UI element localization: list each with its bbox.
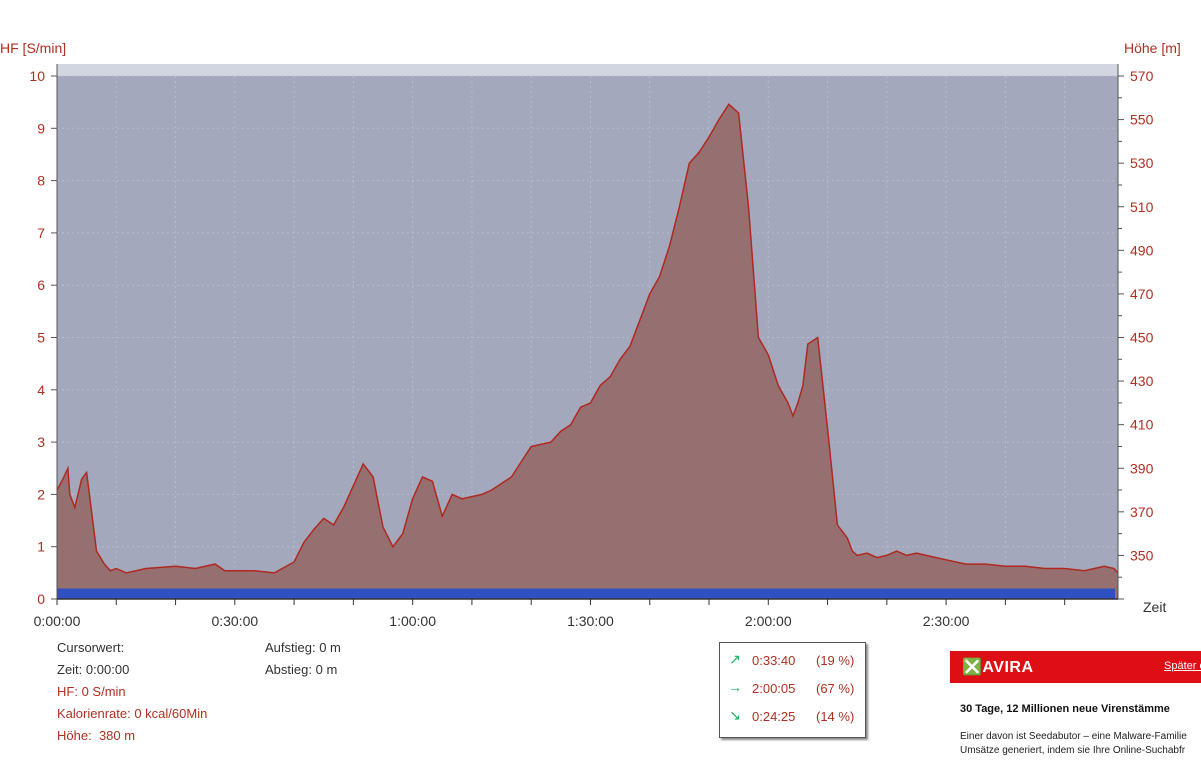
arrow-down-right-icon: ↘ — [729, 707, 741, 723]
x-tick-label: 1:00:00 — [389, 613, 436, 629]
altitude-line — [56, 103, 1119, 574]
left-tick-label: 7 — [37, 225, 45, 241]
right-tick-label: 390 — [1130, 460, 1154, 476]
ad-later-link[interactable]: Später e — [1164, 660, 1201, 672]
ad-body-line-1: Einer davon ist Seedabutor – eine Malwar… — [960, 731, 1187, 742]
stats-percent: (14 %) — [816, 709, 855, 724]
arrow-right-icon: → — [728, 679, 742, 695]
left-tick-label: 9 — [37, 120, 45, 136]
right-axis-title: Höhe [m] — [1124, 40, 1181, 56]
x-axis-title: Zeit — [1143, 599, 1166, 615]
stats-row-flat: → 2:00:05 (67 %) — [720, 679, 865, 701]
ascent: Aufstieg: 0 m — [265, 640, 341, 655]
right-tick-label: 510 — [1130, 199, 1154, 215]
right-tick-label: 410 — [1130, 417, 1154, 433]
left-tick-label: 6 — [37, 277, 45, 293]
ad-body-line-2: Umsätze generiert, indem sie Ihre Online… — [960, 745, 1186, 756]
right-tick-label: 370 — [1130, 504, 1154, 520]
arrow-up-right-icon: ↗ — [729, 651, 741, 667]
right-tick-label: 570 — [1130, 68, 1154, 84]
x-tick-label: 1:30:00 — [567, 613, 614, 629]
chart: 0 1 2 3 4 5 6 7 8 9 10 350 370 390 410 430 450 470 490 510 5… — [0, 40, 1181, 629]
x-tick-label: 2:00:00 — [745, 613, 792, 629]
right-tick-label: 430 — [1130, 373, 1154, 389]
umbrella-icon: ❎ — [962, 659, 983, 676]
right-tick-label: 530 — [1130, 155, 1154, 171]
left-tick-label: 5 — [37, 330, 45, 346]
right-tick-label: 470 — [1130, 286, 1154, 302]
altitude-area — [57, 104, 1118, 600]
stats-time: 0:24:25 — [752, 709, 796, 724]
cursor-time: Zeit: 0:00:00 — [57, 662, 130, 677]
x-tick-label: 2:30:00 — [923, 613, 970, 629]
left-tick-label: 0 — [37, 591, 45, 607]
left-axis-title: HF [S/min] — [0, 40, 66, 56]
gradient-stats-box: ↗ 0:33:40 (19 %) → 2:00:05 (67 %) ↘ 0:24… — [719, 642, 866, 738]
avira-ad[interactable]: ❎AVIRA Später e 30 Tage, 12 Millionen ne… — [950, 651, 1201, 760]
right-tick-label: 550 — [1130, 112, 1154, 128]
ad-header: ❎AVIRA Später e — [950, 651, 1201, 683]
cursor-altitude: Höhe: 380 m — [57, 728, 136, 743]
x-tick-label: 0:00:00 — [34, 613, 81, 629]
ad-title[interactable]: 30 Tage, 12 Millionen neue Virenstämme — [960, 703, 1170, 715]
climb-info: Aufstieg: 0 m Abstieg: 0 m — [265, 637, 341, 681]
cursor-title: Cursorwert: — [57, 640, 125, 655]
stats-time: 0:33:40 — [752, 653, 796, 668]
right-tick-label: 450 — [1130, 330, 1154, 346]
descent: Abstieg: 0 m — [265, 662, 338, 677]
stats-percent: (19 %) — [816, 653, 855, 668]
left-tick-label: 10 — [29, 68, 45, 84]
x-tick-label: 0:30:00 — [211, 613, 258, 629]
left-tick-label: 3 — [37, 434, 45, 450]
stats-row-up: ↗ 0:33:40 (19 %) — [720, 651, 865, 673]
right-tick-label: 350 — [1130, 547, 1154, 563]
cursor-calorie-rate: Kalorienrate: 0 kcal/60Min — [57, 706, 208, 721]
left-tick-label: 1 — [37, 539, 45, 555]
plot-top-strip — [57, 64, 1118, 76]
left-tick-label: 2 — [37, 486, 45, 502]
stats-percent: (67 %) — [816, 681, 855, 696]
avira-logo: ❎AVIRA — [962, 659, 1034, 676]
cursor-hf: HF: 0 S/min — [57, 684, 126, 699]
cursor-info: Cursorwert: Zeit: 0:00:00 HF: 0 S/min Ka… — [57, 637, 207, 747]
right-tick-label: 490 — [1130, 242, 1154, 258]
left-tick-label: 8 — [37, 173, 45, 189]
series-group — [56, 103, 1119, 600]
stats-time: 2:00:05 — [752, 681, 796, 696]
stats-row-down: ↘ 0:24:25 (14 %) — [720, 707, 865, 729]
left-tick-label: 4 — [37, 382, 45, 398]
hf-band — [57, 588, 1115, 599]
ticks: 0 1 2 3 4 5 6 7 8 9 10 350 370 390 410 430 450 470 490 510 5… — [29, 68, 1153, 629]
